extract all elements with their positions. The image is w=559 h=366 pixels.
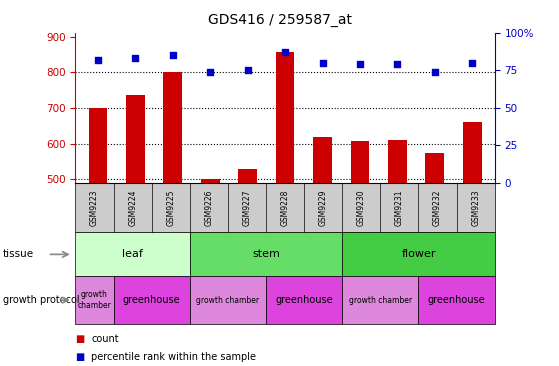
Text: growth chamber: growth chamber xyxy=(196,296,259,305)
Point xyxy=(356,61,364,67)
Text: greenhouse: greenhouse xyxy=(123,295,181,305)
Point xyxy=(468,60,477,66)
Text: ■: ■ xyxy=(75,352,85,362)
Text: GSM9229: GSM9229 xyxy=(319,190,328,226)
Text: tissue: tissue xyxy=(3,249,34,259)
Bar xyxy=(163,72,182,358)
Text: growth chamber: growth chamber xyxy=(349,296,412,305)
Text: greenhouse: greenhouse xyxy=(276,295,333,305)
Text: GDS416 / 259587_at: GDS416 / 259587_at xyxy=(207,13,352,27)
Bar xyxy=(88,108,107,358)
Bar xyxy=(201,179,220,358)
Text: GSM9227: GSM9227 xyxy=(243,190,252,226)
Bar xyxy=(350,141,369,358)
Text: count: count xyxy=(91,333,119,344)
Text: GSM9224: GSM9224 xyxy=(128,190,137,226)
Text: growth
chamber: growth chamber xyxy=(78,290,111,310)
Point xyxy=(206,69,215,75)
Text: GSM9232: GSM9232 xyxy=(433,190,442,226)
Text: growth protocol: growth protocol xyxy=(3,295,79,305)
Bar xyxy=(463,122,482,358)
Text: GSM9225: GSM9225 xyxy=(166,190,176,226)
Text: GSM9226: GSM9226 xyxy=(205,190,214,226)
Text: greenhouse: greenhouse xyxy=(428,295,485,305)
Bar xyxy=(313,137,332,358)
Text: flower: flower xyxy=(401,249,435,259)
Text: stem: stem xyxy=(252,249,280,259)
Bar xyxy=(425,153,444,358)
Text: GSM9223: GSM9223 xyxy=(90,190,99,226)
Text: GSM9230: GSM9230 xyxy=(357,189,366,226)
Point xyxy=(318,60,327,66)
Point xyxy=(93,57,102,63)
Point xyxy=(243,67,252,73)
Text: GSM9231: GSM9231 xyxy=(395,190,404,226)
Text: ■: ■ xyxy=(75,333,85,344)
Point xyxy=(430,69,439,75)
Point xyxy=(393,61,402,67)
Bar xyxy=(388,140,407,358)
Text: GSM9233: GSM9233 xyxy=(471,189,480,226)
Point xyxy=(168,52,177,58)
Text: percentile rank within the sample: percentile rank within the sample xyxy=(91,352,256,362)
Bar xyxy=(276,52,295,358)
Point xyxy=(281,49,290,55)
Text: leaf: leaf xyxy=(122,249,143,259)
Bar xyxy=(238,169,257,358)
Bar xyxy=(126,96,145,358)
Text: GSM9228: GSM9228 xyxy=(281,190,290,226)
Point xyxy=(131,56,140,61)
